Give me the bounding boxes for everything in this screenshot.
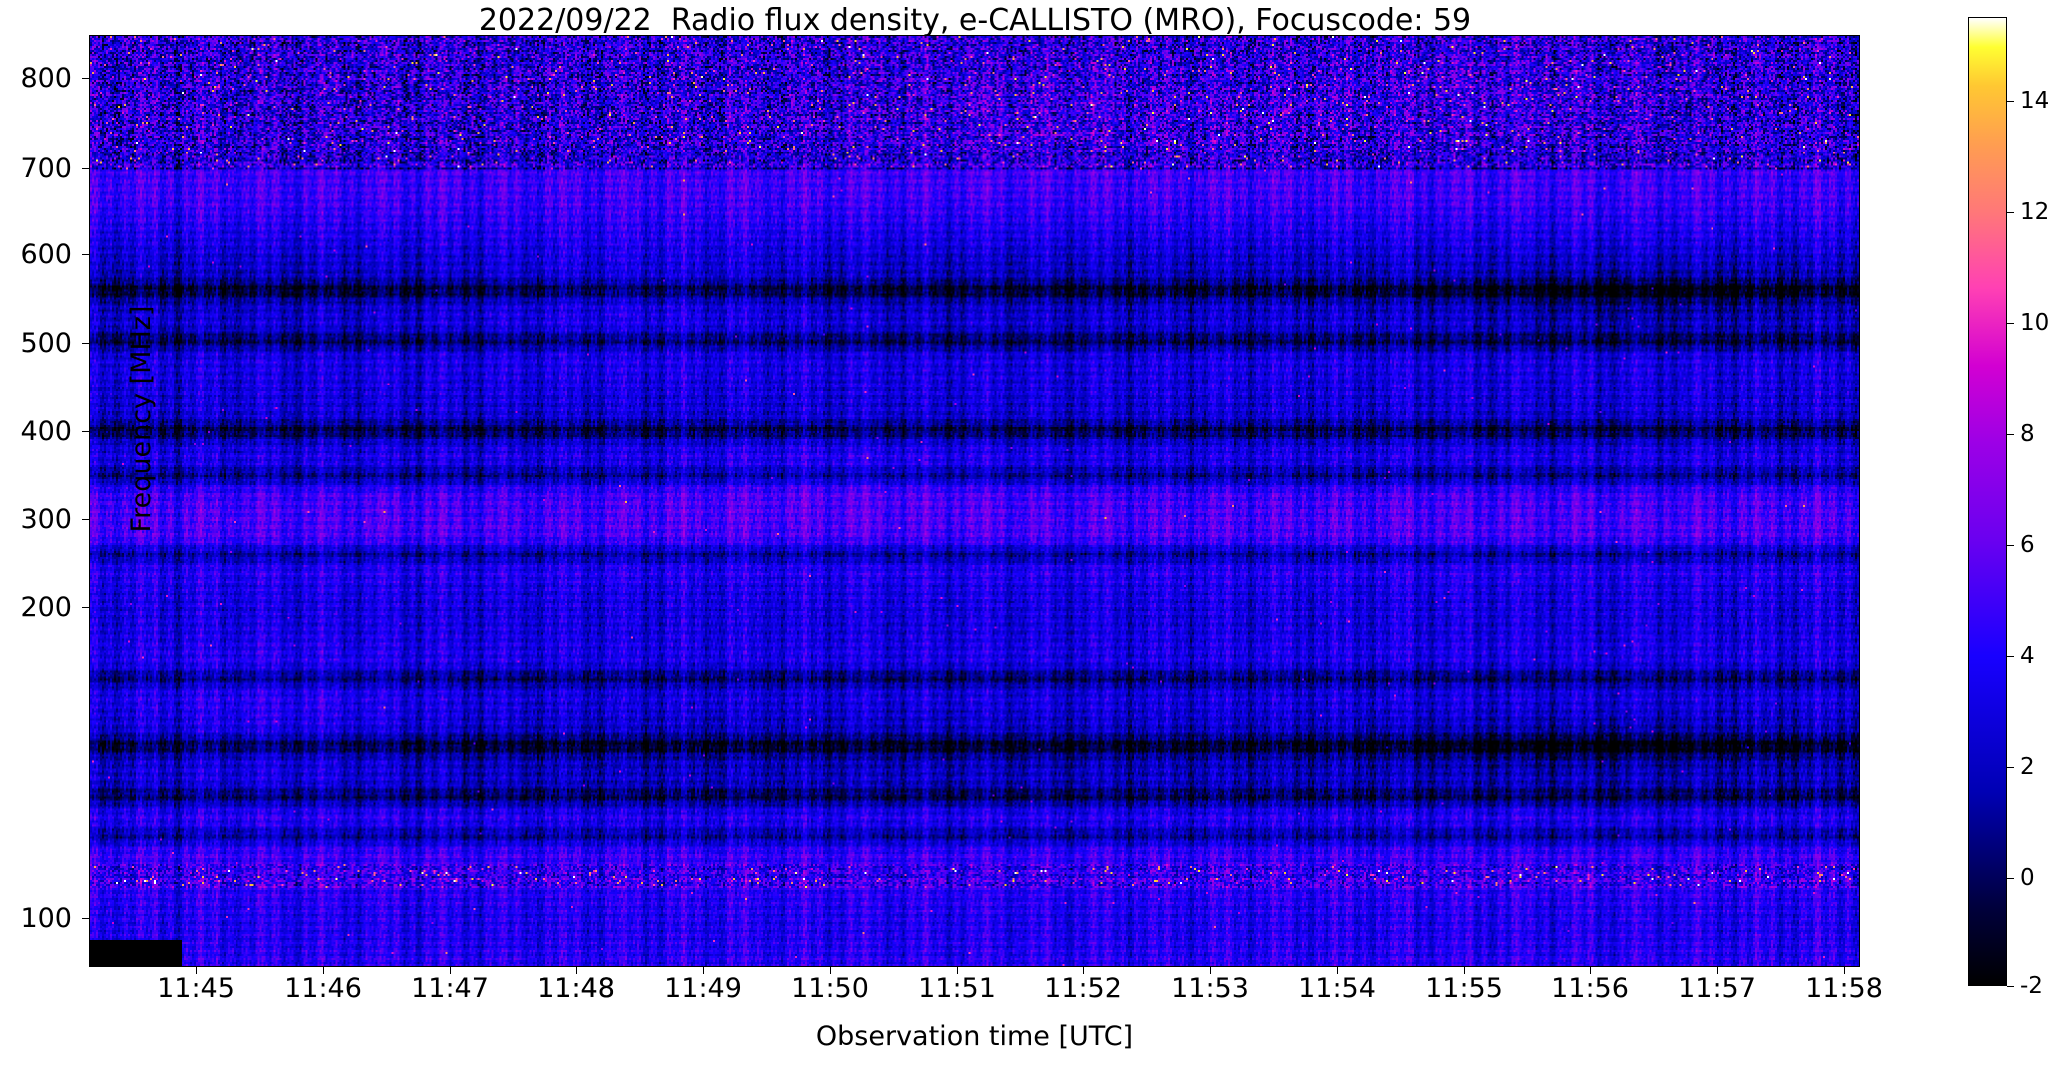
colorbar-tick-label: 10 [2020,310,2050,336]
x-axis-tick-label: 11:58 [1805,973,1883,1004]
x-axis-tick-mark [1464,967,1466,974]
colorbar-tick-mark [2007,545,2014,547]
x-axis-tick-label: 11:51 [918,973,996,1004]
x-axis-tick-mark [830,967,832,974]
x-axis-tick-mark [196,967,198,974]
x-axis-tick-mark [323,967,325,974]
y-axis-tick-mark [82,431,89,433]
y-axis-tick-label: 700 [20,153,72,184]
y-axis-tick-label: 100 [20,903,72,934]
colorbar[interactable] [1968,17,2007,986]
y-axis-label: Frequency [MHz] [126,305,157,533]
colorbar-tick-label: 8 [2020,421,2035,447]
y-axis-tick-mark [82,254,89,256]
x-axis-tick-mark [1590,967,1592,974]
colorbar-tick-label: 2 [2020,754,2035,780]
y-axis-tick-mark [82,519,89,521]
y-axis-tick-mark [82,918,89,920]
x-axis-tick-mark [1337,967,1339,974]
colorbar-gradient [1969,18,2006,985]
x-axis-tick-mark [957,967,959,974]
x-axis-tick-label: 11:56 [1551,973,1629,1004]
colorbar-tick-mark [2007,986,2014,988]
x-axis-tick-label: 11:57 [1678,973,1756,1004]
x-axis-tick-label: 11:54 [1298,973,1376,1004]
y-axis-tick-label: 200 [20,592,72,623]
chart-title: 2022/09/22 Radio flux density, e-CALLIST… [478,3,1472,38]
colorbar-tick-label: 6 [2020,532,2035,558]
y-axis-tick-label: 300 [20,504,72,535]
x-axis-tick-mark [1844,967,1846,974]
colorbar-tick-label: 4 [2020,643,2035,669]
x-axis-tick-mark [1210,967,1212,974]
y-axis-tick-label: 500 [20,328,72,359]
colorbar-tick-label: 0 [2020,865,2035,891]
colorbar-tick-label: 12 [2020,199,2050,225]
colorbar-tick-mark [2007,212,2014,214]
colorbar-tick-label: -2 [2020,973,2043,999]
spectrogram-image [90,36,1859,966]
x-axis-tick-mark [703,967,705,974]
x-axis-tick-label: 11:47 [411,973,489,1004]
x-axis-tick-label: 11:55 [1425,973,1503,1004]
x-axis-label: Observation time [UTC] [815,1021,1134,1052]
x-axis-tick-label: 11:50 [791,973,869,1004]
y-axis-tick-label: 600 [20,239,72,270]
colorbar-tick-mark [2007,767,2014,769]
colorbar-tick-label: 14 [2020,88,2050,114]
x-axis-tick-label: 11:53 [1171,973,1249,1004]
x-axis-tick-label: 11:52 [1044,973,1122,1004]
colorbar-tick-mark [2007,101,2014,103]
x-axis-tick-label: 11:48 [537,973,615,1004]
x-axis-tick-label: 11:49 [664,973,742,1004]
colorbar-tick-mark [2007,656,2014,658]
x-axis-tick-label: 11:48 [537,973,615,1004]
x-axis-tick-mark [576,967,578,974]
x-axis-tick-label: 11:46 [284,973,362,1004]
x-axis-tick-mark [1717,967,1719,974]
y-axis-tick-label: 400 [20,416,72,447]
colorbar-tick-mark [2007,434,2014,436]
y-axis-tick-mark [82,343,89,345]
x-axis-tick-label: 11:45 [157,973,235,1004]
x-axis-tick-mark [450,967,452,974]
x-axis-tick-mark [1083,967,1085,974]
y-axis-tick-mark [82,607,89,609]
colorbar-tick-mark [2007,323,2014,325]
y-axis-tick-label: 800 [20,63,72,94]
y-axis-tick-mark [82,78,89,80]
spectrogram-axes[interactable] [89,35,1860,967]
colorbar-tick-mark [2007,878,2014,880]
y-axis-tick-mark [82,168,89,170]
